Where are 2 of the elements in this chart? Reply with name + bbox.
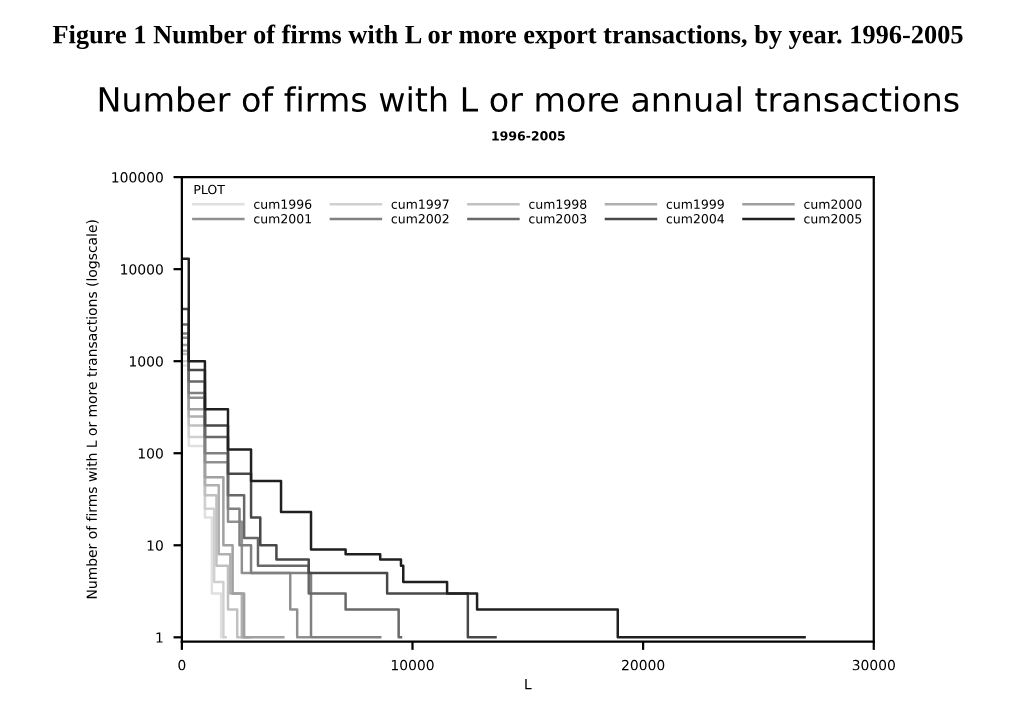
caption: Figure 1 Number of firms with L or more export transactions, by year. 1996-2005 bbox=[52, 24, 963, 50]
chart-title: Number of firms with L or more annual transactions bbox=[99, 86, 959, 113]
